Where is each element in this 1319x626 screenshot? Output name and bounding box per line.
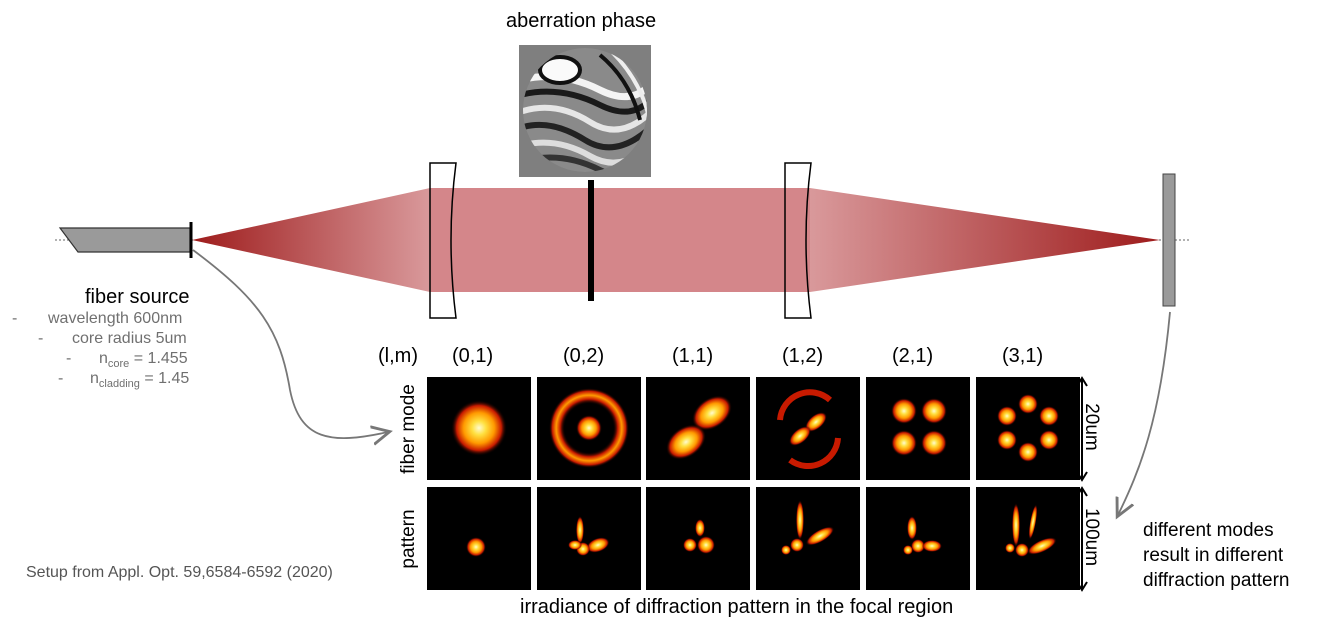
- mode-label-2-1: (2,1): [892, 345, 934, 367]
- spec-bullet-3: -: [66, 350, 72, 367]
- citation: Setup from Appl. Opt. 59,6584-6592 (2020…: [26, 564, 333, 581]
- mode-label-0-1: (0,1): [452, 345, 494, 367]
- lens-right: [784, 162, 812, 319]
- spec-ncore: ncore = 1.455: [99, 350, 188, 371]
- pattern-0-1: [427, 487, 531, 590]
- fiber-mode-3-1: [976, 377, 1080, 480]
- row-label-pattern: pattern: [398, 509, 419, 569]
- spec-wavelength: wavelength 600nm: [48, 310, 183, 327]
- fiber-icon: [58, 222, 193, 258]
- pattern-1-1: [646, 487, 750, 590]
- fiber-mode-0-2: [537, 377, 641, 480]
- mode-label-3-1: (3,1): [1002, 345, 1044, 367]
- mode-label-1-1: (1,1): [672, 345, 714, 367]
- detector-screen: [1162, 173, 1176, 307]
- arrow-to-patterns: [1118, 311, 1171, 515]
- fiber-mode-1-1: [646, 377, 750, 480]
- right-note-line-1: different modes: [1143, 520, 1274, 541]
- pattern-3-1: [976, 487, 1080, 590]
- fiber-mode-2-1: [866, 377, 970, 480]
- beam-cone-right: [810, 188, 1160, 292]
- mode-label-0-2: (0,2): [563, 345, 605, 367]
- header-lm: (l,m): [378, 345, 418, 367]
- fiber-mode-0-1: [427, 377, 531, 480]
- spec-bullet-4: -: [58, 370, 64, 387]
- spec-bullet-1: -: [12, 310, 18, 327]
- spec-ncladding: ncladding = 1.45: [90, 370, 190, 391]
- right-note-line-3: diffraction pattern: [1143, 570, 1290, 591]
- scale-label-100um: 100um: [1081, 507, 1102, 567]
- row-label-fiber-mode: fiber mode: [398, 384, 419, 474]
- bottom-caption: irradiance of diffraction pattern in the…: [520, 596, 954, 618]
- aberration-phase-image: [519, 45, 651, 177]
- arrow-to-fiber-modes: [192, 249, 388, 438]
- fiber-source-title: fiber source: [85, 286, 190, 308]
- mode-label-1-2: (1,2): [782, 345, 824, 367]
- aberration-phase-title: aberration phase: [506, 10, 657, 32]
- beam-collimated: [430, 188, 810, 292]
- spec-core-radius: core radius 5um: [72, 330, 187, 347]
- pattern-2-1: [866, 487, 970, 590]
- pattern-0-2: [537, 487, 641, 590]
- right-note-line-2: result in different: [1143, 545, 1284, 566]
- scale-label-20um: 20um: [1081, 403, 1102, 451]
- beam-cone-left: [192, 188, 430, 292]
- spec-bullet-2: -: [38, 330, 44, 347]
- lens-left: [429, 162, 457, 319]
- fiber-mode-1-2: [756, 377, 860, 480]
- pattern-1-2: [756, 487, 860, 590]
